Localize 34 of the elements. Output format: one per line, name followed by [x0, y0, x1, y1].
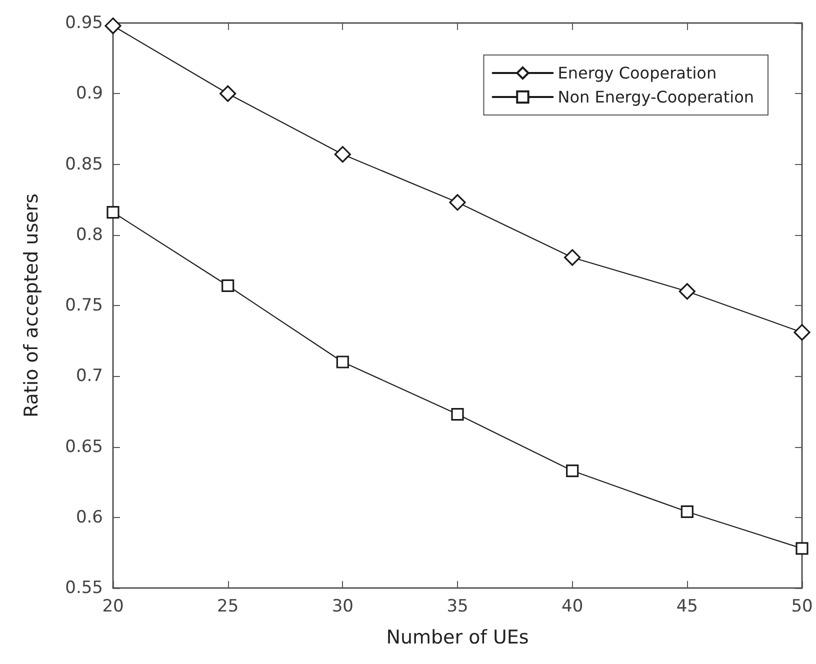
y-tick-label: 0.7 — [76, 366, 103, 386]
x-tick-label: 25 — [217, 596, 239, 616]
y-tick-label: 0.55 — [65, 578, 103, 598]
x-tick-label: 45 — [676, 596, 698, 616]
y-axis-title: Ratio of accepted users — [20, 193, 42, 418]
point — [566, 464, 579, 478]
y-tick-label: 0.65 — [65, 436, 103, 457]
x-axis-title: Number of UEs — [386, 626, 529, 648]
y-tick-label: 0.75 — [65, 296, 103, 316]
y-tick-label: 0.6 — [76, 507, 103, 528]
x-tick-label: 20 — [102, 596, 124, 616]
y-tick-label: 0.8 — [76, 224, 103, 245]
point — [222, 279, 234, 292]
y-tick-label: 0.95 — [65, 13, 103, 33]
y-tick-label: 0.85 — [65, 154, 103, 174]
point — [564, 249, 581, 266]
point — [220, 85, 236, 102]
point — [796, 542, 808, 555]
point — [334, 146, 351, 163]
legend-label: Non Energy-Cooperation — [558, 88, 754, 106]
x-tick-label: 40 — [562, 596, 584, 616]
legend-label: Energy Cooperation — [558, 64, 717, 82]
point — [449, 194, 466, 211]
x-tick-label: 35 — [446, 596, 468, 616]
x-tick-label: 30 — [332, 596, 354, 616]
point — [451, 408, 464, 421]
point — [104, 18, 122, 34]
point — [336, 356, 349, 368]
y-tick-label: 0.9 — [76, 84, 103, 104]
point — [680, 505, 694, 518]
point — [794, 324, 810, 341]
x-tick-label: 50 — [791, 596, 813, 616]
point — [678, 283, 696, 300]
point — [106, 206, 120, 219]
